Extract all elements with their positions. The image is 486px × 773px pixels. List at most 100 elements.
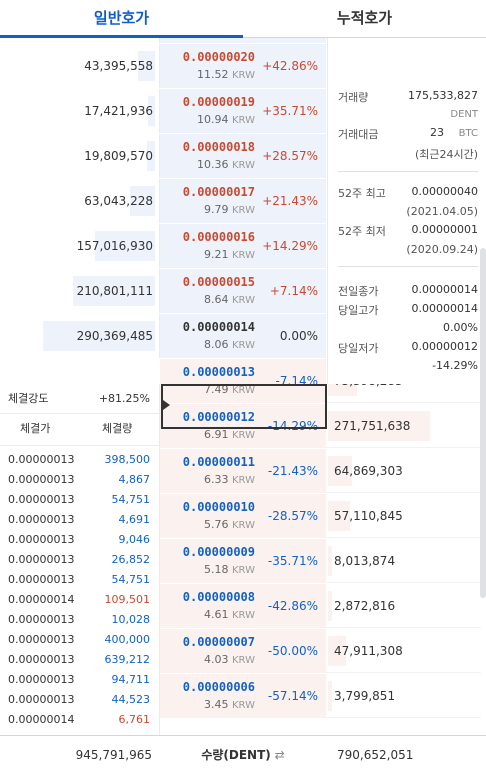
bid-price-cell[interactable]: 0.00000008 4.61 KRW -42.86% — [160, 584, 326, 628]
trade-row: 0.00000013 10,028 — [0, 610, 160, 630]
ask-price: 0.00000015 — [182, 275, 255, 289]
bid-change-pct: -14.29% — [267, 419, 318, 433]
amount-value: 23 — [430, 126, 444, 139]
bid-qty: 2,872,816 — [334, 599, 396, 613]
ask-price-cell[interactable]: 0.00000018 10.36 KRW +28.57% — [160, 134, 326, 178]
krw-unit: KRW — [232, 520, 255, 531]
trade-strength-value: +81.25% — [98, 392, 150, 405]
ask-qty-cell: 43,395,558 — [0, 44, 160, 88]
ask-row[interactable]: 17,421,936 0.00000019 10.94 KRW +35.71% — [0, 89, 326, 134]
bid-krw: 7.49 KRW — [204, 383, 255, 396]
bid-qty: 64,869,303 — [334, 464, 403, 478]
ask-price-cell[interactable]: 0.00000015 8.64 KRW +7.14% — [160, 269, 326, 313]
bid-price-cell[interactable]: 0.00000010 5.76 KRW -28.57% — [160, 494, 326, 538]
krw-unit: KRW — [232, 610, 255, 621]
trade-history-panel: 체결강도 +81.25% 체결가 체결량 0.00000013 398,500 0.… — [0, 384, 160, 735]
trade-price: 0.00000013 — [8, 453, 75, 466]
ask-price: 0.00000017 — [182, 185, 255, 199]
ask-price-cell[interactable]: 0.00000016 9.21 KRW +14.29% — [160, 224, 326, 268]
bid-krw: 6.91 KRW — [204, 428, 255, 441]
bid-row[interactable]: 0.00000007 4.03 KRW -50.00% 47,911,308 — [160, 629, 486, 674]
ask-price-cell[interactable]: 0.00000020 11.52 KRW +42.86% — [160, 44, 326, 88]
trade-price-header: 체결가 — [20, 422, 51, 435]
ask-price-cell[interactable]: 0.0000002112.09 KRW+50.00% — [160, 38, 326, 43]
day-high-pct: 0.00% — [443, 321, 478, 334]
bid-qty-bar — [328, 681, 333, 711]
trade-price: 0.00000013 — [8, 673, 75, 686]
ask-row[interactable]: 290,369,485 0.00000014 8.06 KRW 0.00% — [0, 314, 326, 359]
bid-price-cell[interactable]: 0.00000006 3.45 KRW -57.14% — [160, 674, 326, 718]
tab-accumulated-orderbook[interactable]: 누적호가 — [336, 9, 393, 27]
bid-krw: 4.61 KRW — [204, 608, 255, 621]
krw-unit: KRW — [232, 295, 255, 306]
ask-row[interactable]: 15,225,741 0.0000002112.09 KRW+50.00% — [0, 38, 326, 44]
ask-row[interactable]: 157,016,930 0.00000016 9.21 KRW +14.29% — [0, 224, 326, 269]
ask-qty-bar — [43, 321, 155, 351]
bid-price-cell[interactable]: 0.00000012 6.91 KRW -14.29% — [160, 404, 326, 448]
bid-krw-value: 3.45 — [204, 698, 229, 711]
ask-qty-bar — [147, 141, 155, 171]
bid-price-cell[interactable]: 0.00000011 6.33 KRW -21.43% — [160, 449, 326, 493]
low52-row: 52주 최저 0.00000001 — [338, 223, 478, 238]
bid-price-cell[interactable]: 0.00000007 4.03 KRW -50.00% — [160, 629, 326, 673]
trade-qty: 400,000 — [104, 633, 151, 646]
market-info-panel: 거래량 175,533,827 DENT 거래대금 23 BTC (최근24시간… — [327, 38, 480, 384]
bid-price: 0.00000006 — [182, 680, 255, 694]
trade-price: 0.00000013 — [8, 633, 75, 646]
bid-price-cell[interactable]: 0.00000009 5.18 KRW -35.71% — [160, 539, 326, 583]
swap-icon: ⇄ — [274, 748, 285, 762]
ask-qty-cell: 63,043,228 — [0, 179, 160, 223]
ask-row[interactable]: 43,395,558 0.00000020 11.52 KRW +42.86% — [0, 44, 326, 89]
high52-row: 52주 최고 0.00000040 — [338, 185, 478, 200]
ask-price-cell[interactable]: 0.00000014 8.06 KRW 0.00% — [160, 314, 326, 358]
ask-price: 0.00000016 — [182, 230, 255, 244]
trade-qty: 54,751 — [111, 493, 151, 506]
bid-row[interactable]: 0.00000006 3.45 KRW -57.14% 3,799,851 — [160, 674, 486, 719]
trade-price: 0.00000013 — [8, 573, 75, 586]
ask-row[interactable]: 19,809,570 0.00000018 10.36 KRW +28.57% — [0, 134, 326, 179]
ask-qty: 19,809,570 — [84, 149, 153, 163]
orderbook-tabs: 일반호가 누적호가 — [0, 0, 486, 38]
ask-krw-value: 11.52 — [197, 68, 229, 81]
krw-unit: KRW — [232, 700, 255, 711]
ask-change-pct: +28.57% — [262, 149, 318, 163]
trade-qty: 10,028 — [111, 613, 151, 626]
trade-qty: 9,046 — [118, 533, 151, 546]
trade-qty: 398,500 — [104, 453, 151, 466]
ask-row[interactable]: 210,801,111 0.00000015 8.64 KRW +7.14% — [0, 269, 326, 314]
scrollbar[interactable] — [480, 248, 486, 598]
bid-krw: 4.03 KRW — [204, 653, 255, 666]
bid-row[interactable]: 0.00000008 4.61 KRW -42.86% 2,872,816 — [160, 584, 486, 629]
trade-price: 0.00000013 — [8, 513, 75, 526]
bid-row[interactable]: 0.00000011 6.33 KRW -21.43% 64,869,303 — [160, 449, 486, 494]
bid-price: 0.00000009 — [182, 545, 255, 559]
bid-change-pct: -21.43% — [267, 464, 318, 478]
trade-strength: 체결강도 +81.25% — [0, 384, 160, 414]
ask-change-pct: +35.71% — [262, 104, 318, 118]
bid-krw-value: 4.03 — [204, 653, 229, 666]
krw-unit: KRW — [232, 70, 255, 81]
ask-krw-value: 8.64 — [204, 293, 229, 306]
trade-price: 0.00000014 — [8, 713, 75, 726]
bid-row[interactable]: 0.00000012 6.91 KRW -14.29% 271,751,638 — [160, 404, 486, 449]
trade-qty: 639,212 — [104, 653, 151, 666]
tab-normal-orderbook[interactable]: 일반호가 — [0, 0, 243, 38]
ask-qty: 63,043,228 — [84, 194, 153, 208]
trade-qty: 54,751 — [111, 573, 151, 586]
bid-qty-cell: 47,911,308 — [326, 629, 481, 673]
bid-change-pct: -28.57% — [267, 509, 318, 523]
ask-qty: 15,225,741 — [84, 38, 153, 43]
ask-krw: 11.52 KRW — [197, 68, 255, 81]
bid-qty-bar — [328, 591, 333, 621]
ask-price-cell[interactable]: 0.00000017 9.79 KRW +21.43% — [160, 179, 326, 223]
unit-toggle[interactable]: 수량(DENT) ⇄ — [160, 736, 326, 773]
bid-row[interactable]: 0.00000009 5.18 KRW -35.71% 8,013,874 — [160, 539, 486, 584]
bid-row[interactable]: 0.00000010 5.76 KRW -28.57% 57,110,845 — [160, 494, 486, 539]
ask-price-cell[interactable]: 0.00000019 10.94 KRW +35.71% — [160, 89, 326, 133]
bid-price: 0.00000011 — [182, 455, 255, 469]
ask-row[interactable]: 63,043,228 0.00000017 9.79 KRW +21.43% — [0, 179, 326, 224]
bid-krw: 3.45 KRW — [204, 698, 255, 711]
bid-price: 0.00000012 — [182, 410, 255, 424]
ask-change-pct: +50.00% — [262, 38, 318, 43]
ask-qty-cell: 210,801,111 — [0, 269, 160, 313]
